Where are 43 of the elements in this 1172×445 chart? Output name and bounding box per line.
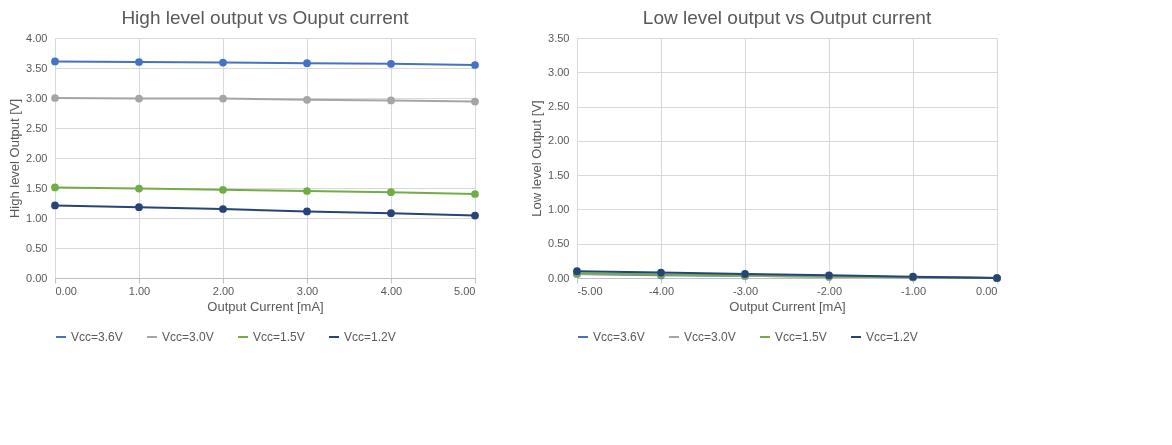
- y-tick-label: 1.00: [26, 211, 48, 224]
- x-axis-title: Output Current [mA]: [207, 298, 324, 314]
- x-tick-label: 0.00: [55, 284, 77, 297]
- y-tick-label: 2.00: [548, 134, 570, 147]
- legend-label: Vcc=3.0V: [162, 330, 214, 344]
- x-tick-label: -4.00: [648, 284, 675, 297]
- y-tick-label: 1.50: [548, 168, 570, 181]
- legend-label: Vcc=1.5V: [775, 330, 827, 344]
- y-axis-title: Low level Output [V]: [529, 100, 545, 217]
- x-tick-label: -3.00: [732, 284, 759, 297]
- chart-title: High level output vs Ouput current: [121, 7, 410, 28]
- legend-label: Vcc=3.0V: [684, 330, 736, 344]
- legend-label: Vcc=3.6V: [593, 330, 645, 344]
- y-tick-label: 3.00: [548, 65, 570, 78]
- x-tick-label: 0.00: [976, 284, 998, 297]
- x-tick-label: -5.00: [577, 284, 603, 297]
- x-tick-label: 1.00: [128, 284, 151, 297]
- y-axis-title: High level Output [V]: [7, 98, 23, 219]
- chart-title: Low level output vs Output current: [642, 7, 932, 28]
- y-tick-label: 4.00: [26, 31, 48, 44]
- y-tick-label: 0.00: [26, 271, 48, 284]
- y-tick-label: 0.50: [548, 237, 570, 250]
- x-tick-label: 4.00: [380, 284, 403, 297]
- legend-label: Vcc=1.2V: [866, 330, 918, 344]
- y-tick-label: 2.00: [26, 151, 48, 164]
- x-tick-label: -1.00: [900, 284, 927, 297]
- legend-label: Vcc=1.2V: [344, 330, 396, 344]
- legend-label: Vcc=1.5V: [253, 330, 305, 344]
- x-tick-label: 2.00: [212, 284, 235, 297]
- legend-label: Vcc=3.6V: [71, 330, 123, 344]
- y-tick-label: 1.00: [548, 202, 570, 215]
- y-tick-label: 0.00: [548, 271, 570, 284]
- y-tick-label: 2.50: [26, 121, 48, 134]
- x-tick-label: -2.00: [816, 284, 843, 297]
- y-tick-label: 0.50: [26, 241, 48, 254]
- y-tick-label: 1.50: [26, 181, 48, 194]
- y-tick-label: 2.50: [548, 100, 570, 113]
- x-tick-label: 3.00: [296, 284, 319, 297]
- y-tick-label: 3.50: [548, 31, 570, 44]
- x-axis-title: Output Current [mA]: [729, 298, 846, 314]
- y-tick-label: 3.50: [26, 61, 48, 74]
- x-tick-label: 5.00: [454, 284, 476, 297]
- y-tick-label: 3.00: [26, 91, 48, 104]
